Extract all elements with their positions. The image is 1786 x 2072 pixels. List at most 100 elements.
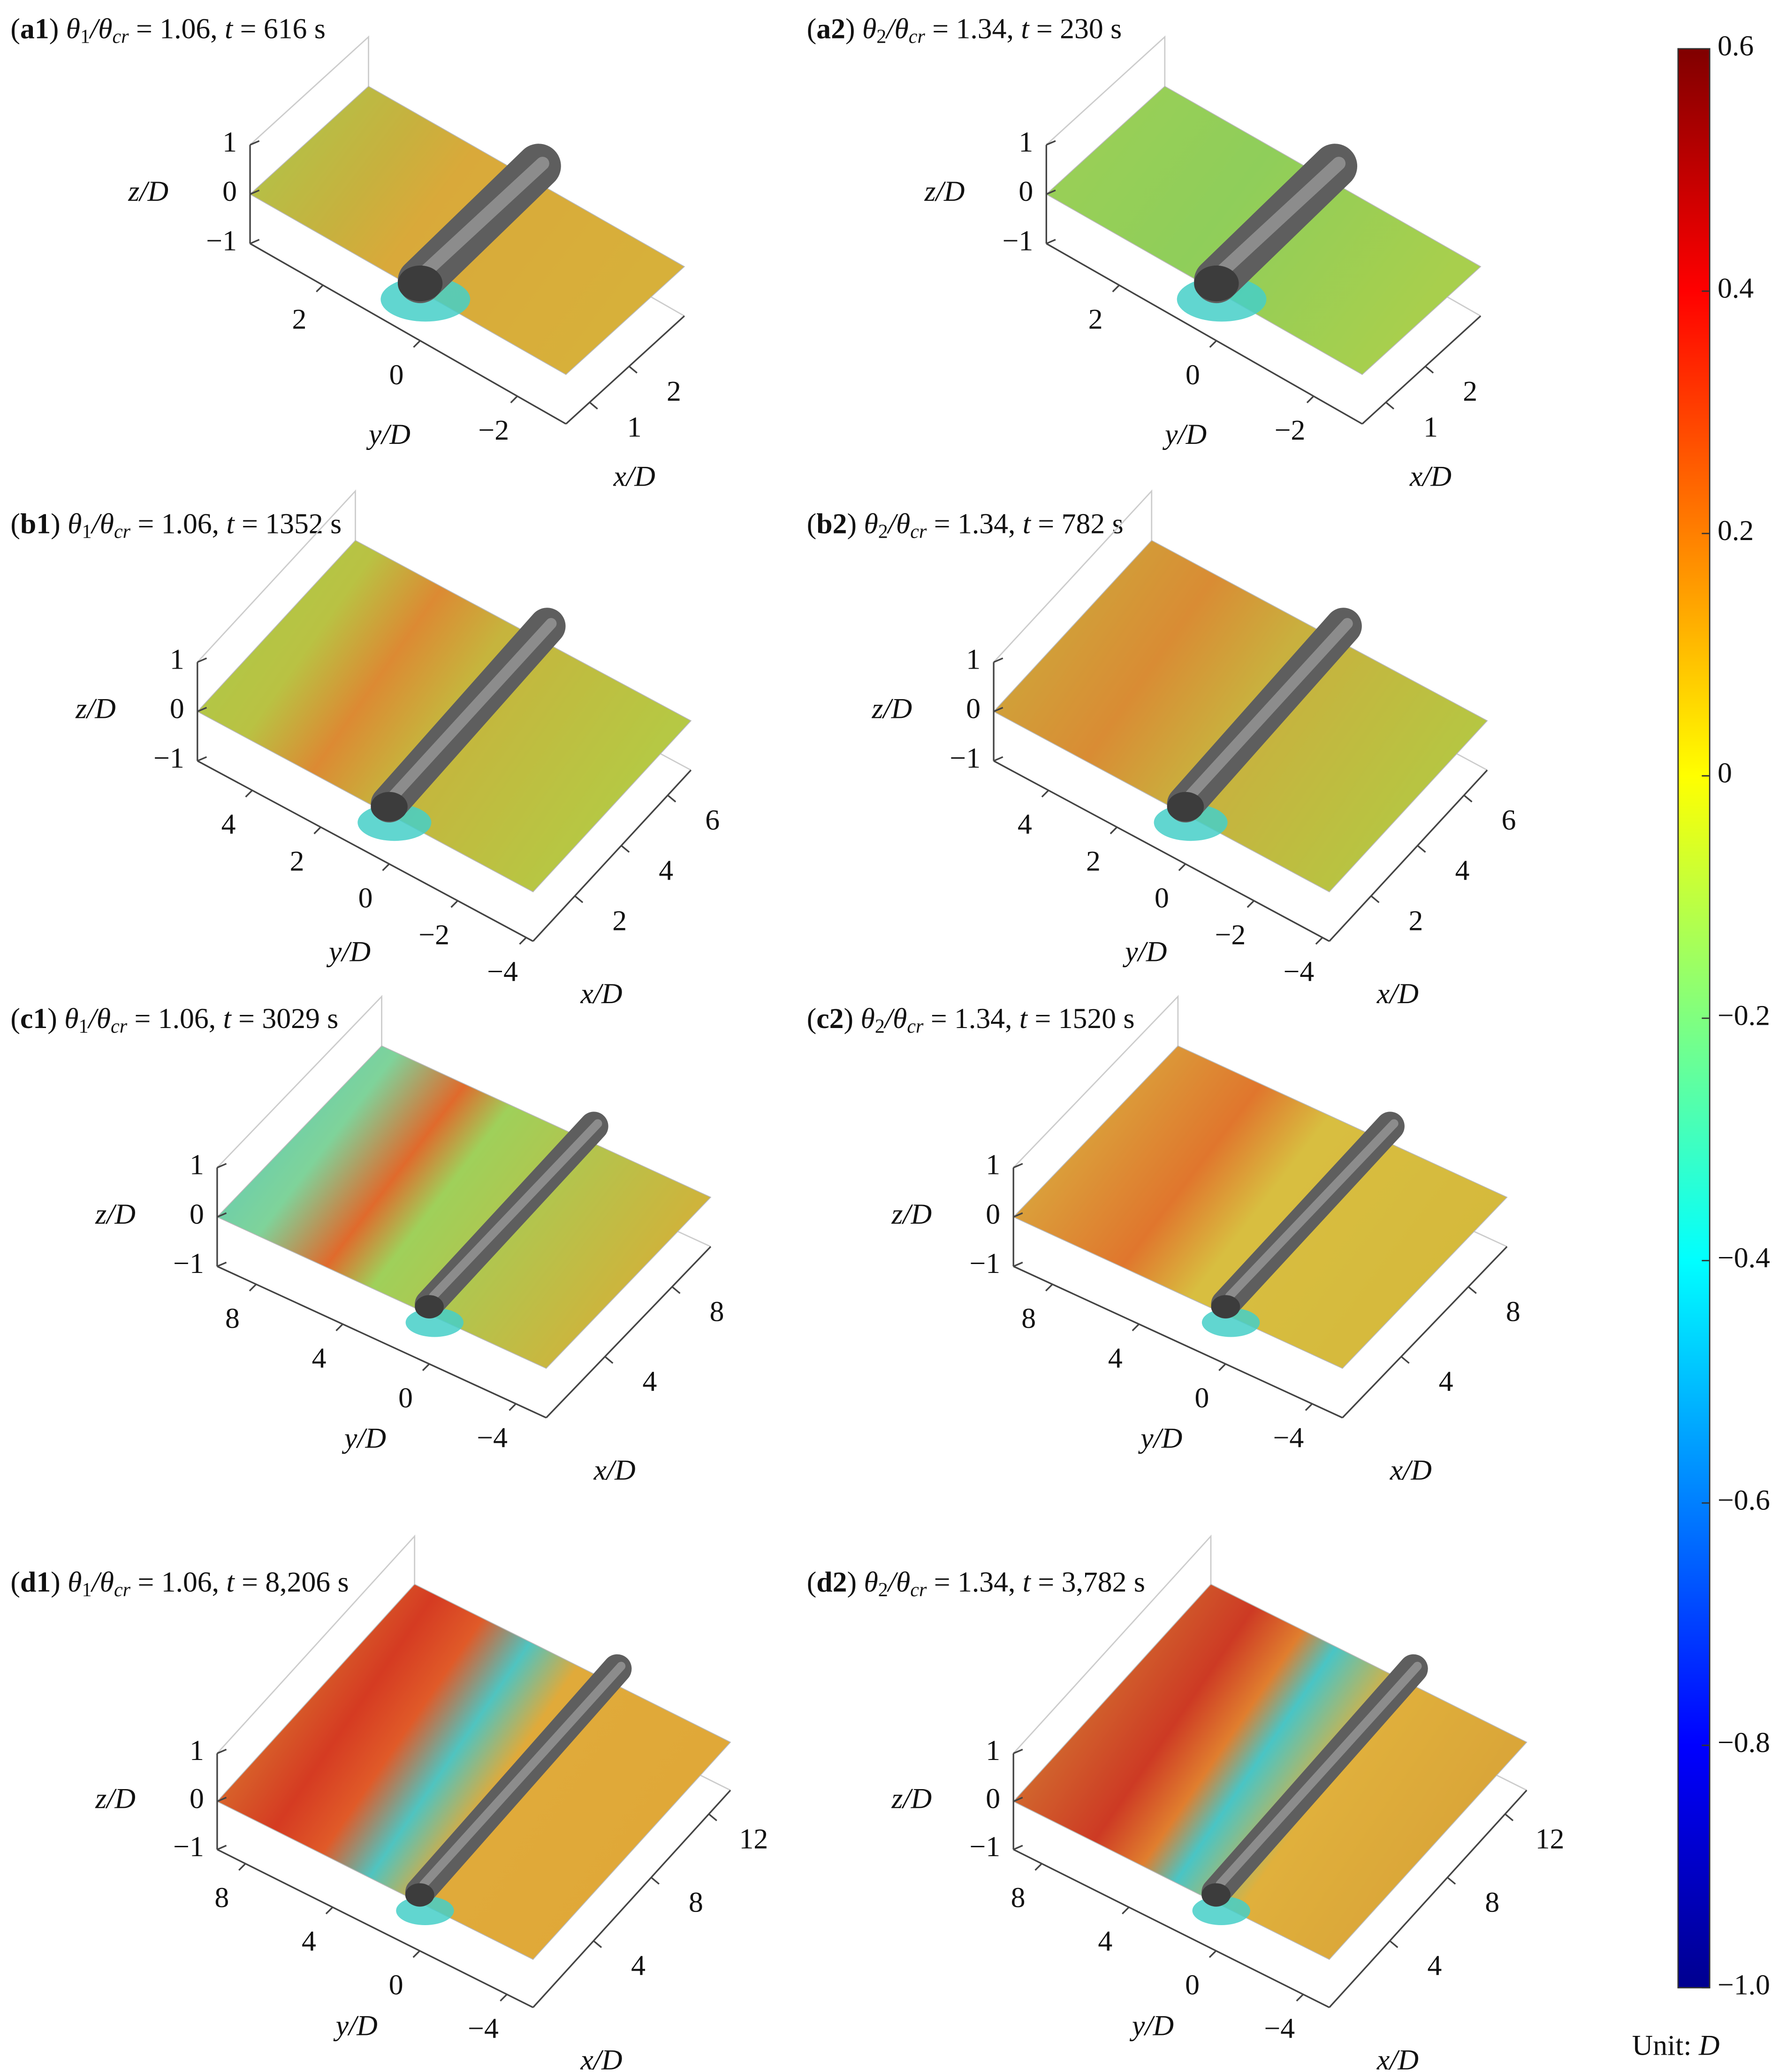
z-axis-label: z/D <box>924 175 965 207</box>
text-part: d2 <box>816 1566 847 1598</box>
y-tick-label: 8 <box>1021 1303 1036 1334</box>
x-tick <box>1505 1813 1514 1821</box>
pipeline-highlight <box>1225 1119 1398 1301</box>
x-tick <box>1447 1877 1456 1885</box>
y-tick-label: 4 <box>312 1342 327 1374</box>
y-tick-label: −2 <box>1275 414 1306 446</box>
z-tick <box>1046 140 1056 146</box>
text-part: /θ <box>87 1003 111 1035</box>
z-tick <box>217 1163 227 1169</box>
text-part: ) <box>51 1566 68 1598</box>
z-tick <box>993 707 1003 713</box>
z-tick-label: −1 <box>206 225 237 257</box>
text-part: = 1352 s <box>235 508 342 540</box>
x-tick <box>1417 845 1426 853</box>
x-tick-label: 6 <box>705 804 720 836</box>
y-tick <box>382 863 390 871</box>
text-part: t <box>225 13 234 45</box>
text-part: θ <box>864 1566 878 1598</box>
x-axis-label: x/D <box>1376 2044 1419 2072</box>
text-part: ( <box>10 1566 20 1598</box>
z-tick <box>250 239 260 244</box>
z-tick-label: 0 <box>190 1783 204 1815</box>
y-tick-label: −2 <box>1215 919 1246 951</box>
x-axis-label: x/D <box>580 2044 623 2072</box>
x-tick-label: 1 <box>627 411 642 443</box>
panel-title: (d1) θ1/θcr = 1.06, t = 8,206 s <box>10 1566 349 1601</box>
y-axis-label: y/D <box>1129 2010 1174 2042</box>
text-part: t <box>227 508 236 540</box>
x-axis <box>546 1246 712 1418</box>
pipeline-highlight <box>1184 618 1353 802</box>
text-part: = 1.34, <box>923 1003 1019 1035</box>
y-axis <box>993 760 1330 942</box>
x-axis <box>532 1790 731 2008</box>
x-axis <box>565 315 685 425</box>
y-tick-label: 4 <box>302 1926 316 1958</box>
y-tick-label: 0 <box>1186 359 1200 391</box>
z-tick <box>1013 1163 1023 1169</box>
colorbar-tick-label: −0.4 <box>1718 1242 1770 1274</box>
z-tick <box>197 707 207 713</box>
z-tick-label: 0 <box>1018 175 1033 207</box>
text-part: b1 <box>20 508 51 540</box>
y-tick <box>412 1950 420 1958</box>
y-tick <box>1296 1994 1304 2002</box>
x-tick <box>671 1286 681 1294</box>
y-tick-label: −4 <box>477 1422 508 1454</box>
x-tick <box>651 1877 660 1885</box>
x-tick-label: 4 <box>631 1950 646 1982</box>
pipeline-end <box>415 1295 444 1318</box>
y-tick-label: 8 <box>214 1882 229 1914</box>
pipeline-end <box>1194 265 1239 302</box>
y-axis <box>1046 243 1363 425</box>
z-tick-label: 0 <box>986 1198 1000 1230</box>
colorbar-tick-label: −0.2 <box>1718 999 1770 1031</box>
z-tick-label: −1 <box>1003 225 1034 257</box>
y-tick-label: 0 <box>389 359 404 391</box>
colorbar-tick-label: 0.4 <box>1718 273 1754 305</box>
x-tick-label: 2 <box>667 375 681 407</box>
text-part: = 1.06, <box>130 508 226 540</box>
x-axis-label: x/D <box>1390 1455 1432 1486</box>
y-tick-label: 0 <box>1194 1382 1209 1414</box>
pipeline-end <box>397 265 443 302</box>
y-tick <box>313 826 321 835</box>
z-axis-label: z/D <box>891 1198 932 1230</box>
text-part: /θ <box>89 13 112 45</box>
y-tick <box>450 900 458 908</box>
text-part: ) <box>847 508 864 540</box>
y-axis-label: y/D <box>333 2010 378 2042</box>
text-part: Unit: <box>1632 2030 1699 2062</box>
x-axis <box>1361 315 1482 425</box>
x-tick <box>574 895 584 903</box>
text-part: /θ <box>885 13 908 45</box>
y-tick <box>249 1283 257 1292</box>
y-tick <box>1208 1950 1217 1958</box>
text-part: cr <box>910 1579 927 1601</box>
text-part: 2 <box>876 26 886 47</box>
x-axis-label: x/D <box>1376 978 1419 1010</box>
z-axis-label: z/D <box>95 1783 136 1815</box>
z-tick-label: 1 <box>986 1735 1000 1767</box>
y-tick <box>413 340 421 348</box>
pipeline-end <box>1201 1883 1231 1907</box>
y-axis <box>1013 1265 1343 1419</box>
y-axis-label: y/D <box>1122 936 1167 967</box>
text-part: θ <box>66 13 80 45</box>
text-part: t <box>1023 1566 1032 1598</box>
text-part: c2 <box>816 1003 844 1035</box>
x-tick <box>593 1940 602 1948</box>
text-part: ( <box>807 13 817 45</box>
z-tick-label: 1 <box>190 1149 204 1181</box>
x-tick <box>1463 794 1473 803</box>
z-tick <box>1013 1749 1023 1754</box>
colorbar-tick-label: −0.8 <box>1718 1727 1770 1759</box>
text-part: /θ <box>91 508 114 540</box>
y-tick-label: −4 <box>468 2012 499 2044</box>
colorbar-label: Unit: D <box>1632 2030 1720 2062</box>
text-part: = 1.06, <box>129 13 225 45</box>
text-part: ( <box>10 508 20 540</box>
x-tick <box>1425 366 1434 374</box>
